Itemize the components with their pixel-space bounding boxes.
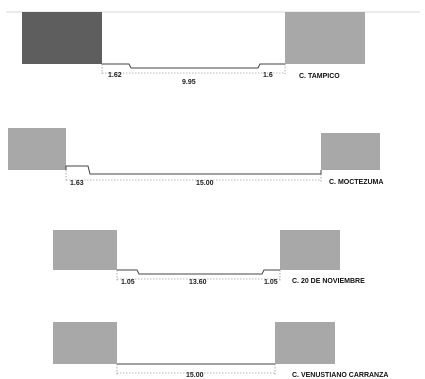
section-tampico: 1.62 9.95 1.6 C. TAMPICO [22,12,365,86]
building-right [321,133,380,170]
street-profile [102,63,285,69]
street-name: C. MOCTEZUMA [329,179,383,186]
dim-sidewalk-left: 1.63 [70,180,84,187]
dim-roadway: 9.95 [182,79,196,86]
dim-sidewalk-right: 1.05 [264,279,278,286]
street-profile [117,269,280,275]
building-left [53,230,117,270]
building-left [53,322,117,364]
street-name: C. 20 DE NOVIEMBRE [292,278,365,285]
street-name: C. TAMPICO [299,73,340,80]
building-left [22,12,102,64]
building-right [285,12,365,64]
building-left [8,128,66,170]
dim-sidewalk-left: 1.05 [121,279,135,286]
section-moctezuma: 1.63 15.00 C. MOCTEZUMA [8,128,383,187]
street-profile [65,165,322,175]
dim-sidewalk-right: 1.6 [263,72,273,79]
building-right [275,322,335,364]
dim-roadway: 15.00 [196,180,214,187]
dim-sidewalk-left: 1.62 [108,72,122,79]
building-right [280,230,340,270]
street-name: C. VENUSTIANO CARRANZA [292,372,388,379]
dim-roadway: 15.00 [186,372,204,379]
section-20-de-noviembre: 1.05 13.60 1.05 C. 20 DE NOVIEMBRE [53,230,365,286]
dim-roadway: 13.60 [189,279,207,286]
section-venustiano-carranza: 15.00 C. VENUSTIANO CARRANZA [53,322,388,379]
